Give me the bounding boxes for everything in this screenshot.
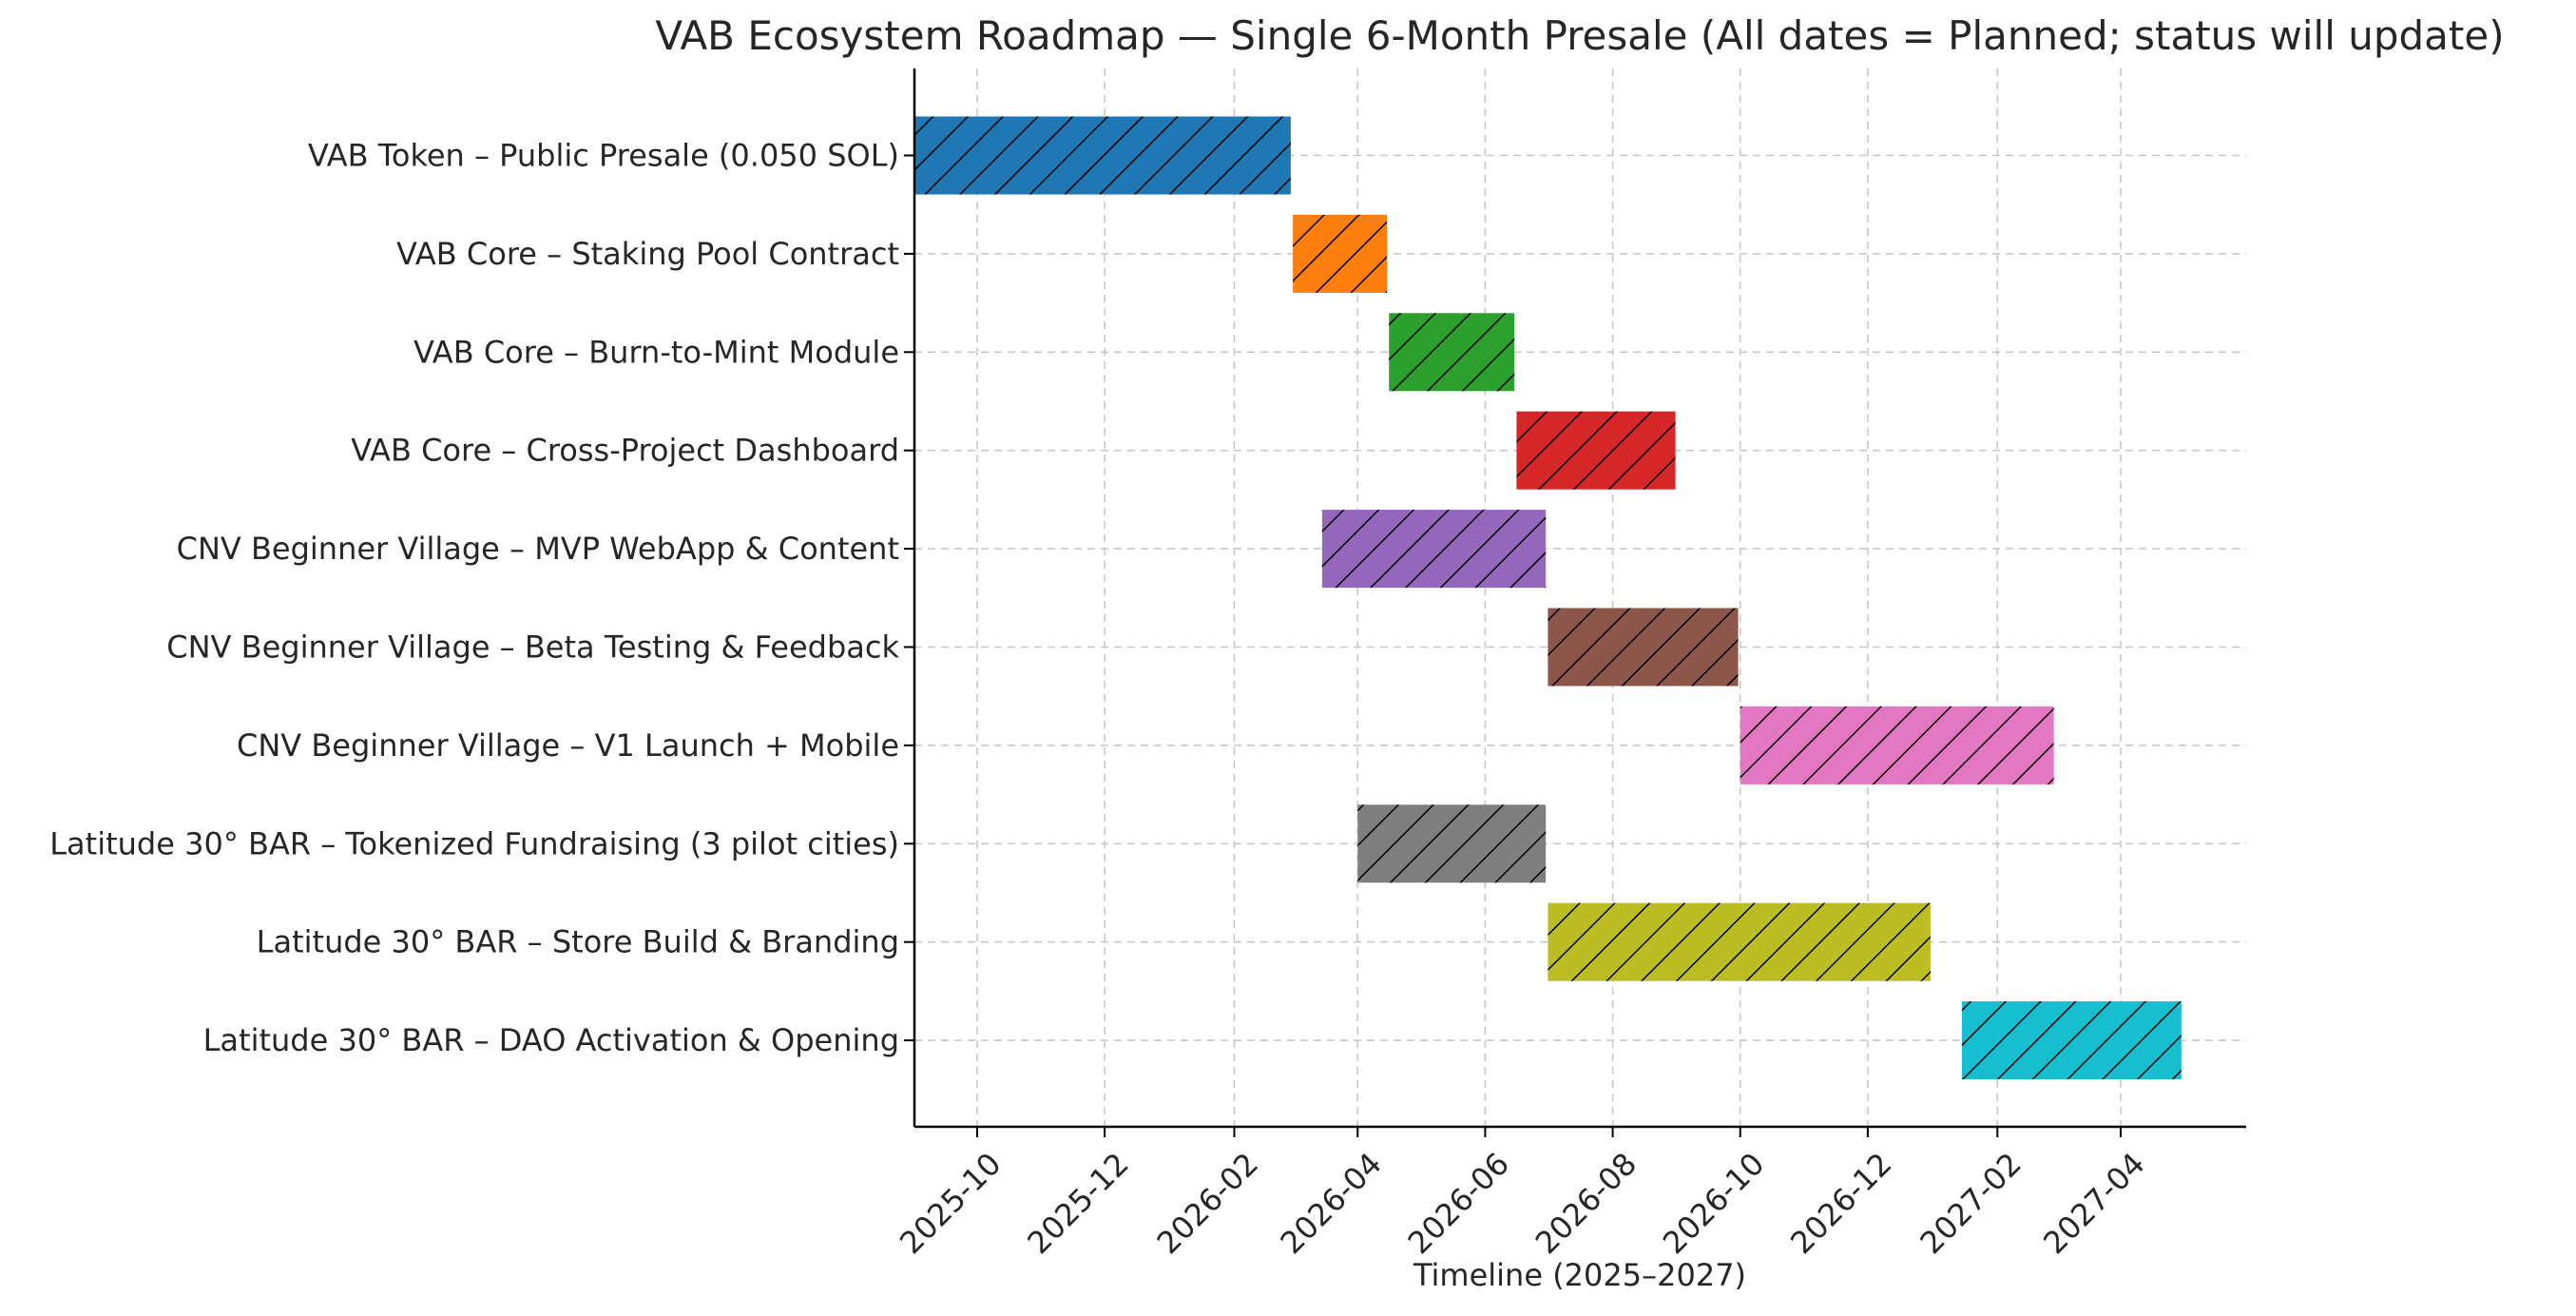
x-tick-label: 2027-04 <box>2036 1146 2151 1261</box>
task-bar-hatch <box>1740 706 2054 784</box>
task-bar-hatch <box>1293 214 1388 293</box>
task-bar <box>1516 411 1676 490</box>
task-bar-hatch <box>1548 608 1739 687</box>
x-tick-label: 2026-02 <box>1150 1146 1265 1261</box>
x-tick-label: 2027-02 <box>1913 1146 2028 1261</box>
task-label: Latitude 30° BAR – Tokenized Fundraising… <box>49 825 899 861</box>
x-tick-label: 2025-10 <box>893 1146 1008 1261</box>
task-label: VAB Core – Staking Pool Contract <box>396 236 899 272</box>
task-bar-hatch <box>1389 313 1515 392</box>
task-bar-hatch <box>1321 510 1547 589</box>
axes <box>913 68 2246 1129</box>
task-label: Latitude 30° BAR – DAO Activation & Open… <box>203 1022 899 1058</box>
x-axis-title: Timeline (2025–2027) <box>1413 1257 1746 1293</box>
x-tick-label: 2026-08 <box>1528 1146 1644 1261</box>
task-label: VAB Core – Cross-Project Dashboard <box>351 433 899 469</box>
task-bar <box>1961 1001 2182 1080</box>
task-bar-hatch <box>1357 804 1547 883</box>
task-bar-hatch <box>914 116 1291 195</box>
x-tick-label: 2026-10 <box>1656 1146 1771 1261</box>
task-bar-hatch <box>1961 1001 2182 1080</box>
task-bar <box>1389 313 1515 392</box>
bars <box>914 116 2182 1080</box>
x-tick-label: 2026-12 <box>1783 1146 1898 1261</box>
task-label: VAB Token – Public Presale (0.050 SOL) <box>308 138 899 174</box>
task-label: CNV Beginner Village – V1 Launch + Mobil… <box>237 727 899 764</box>
task-bar-hatch <box>1548 902 1931 981</box>
x-tick-label: 2026-04 <box>1273 1146 1388 1261</box>
tick-labels: 2025-10 2025-12 2026-02 2026-04 2026-06 2026-… <box>49 138 2151 1262</box>
task-bar <box>1357 804 1547 883</box>
task-bar <box>1740 706 2054 784</box>
task-bar <box>914 116 1291 195</box>
chart-title: VAB Ecosystem Roadmap — Single 6-Month P… <box>655 12 2504 59</box>
task-bar <box>1548 608 1739 687</box>
task-label: VAB Core – Burn-to-Mint Module <box>413 334 899 370</box>
x-tick-label: 2026-06 <box>1401 1146 1516 1261</box>
task-label: CNV Beginner Village – Beta Testing & Fe… <box>166 629 899 666</box>
task-bar <box>1321 510 1547 589</box>
task-bar-hatch <box>1516 411 1676 490</box>
task-bar <box>1293 214 1388 293</box>
task-label: CNV Beginner Village – MVP WebApp & Cont… <box>177 531 899 567</box>
task-label: Latitude 30° BAR – Store Build & Brandin… <box>257 924 899 960</box>
task-bar <box>1548 902 1931 981</box>
x-tick-label: 2025-12 <box>1020 1146 1135 1261</box>
